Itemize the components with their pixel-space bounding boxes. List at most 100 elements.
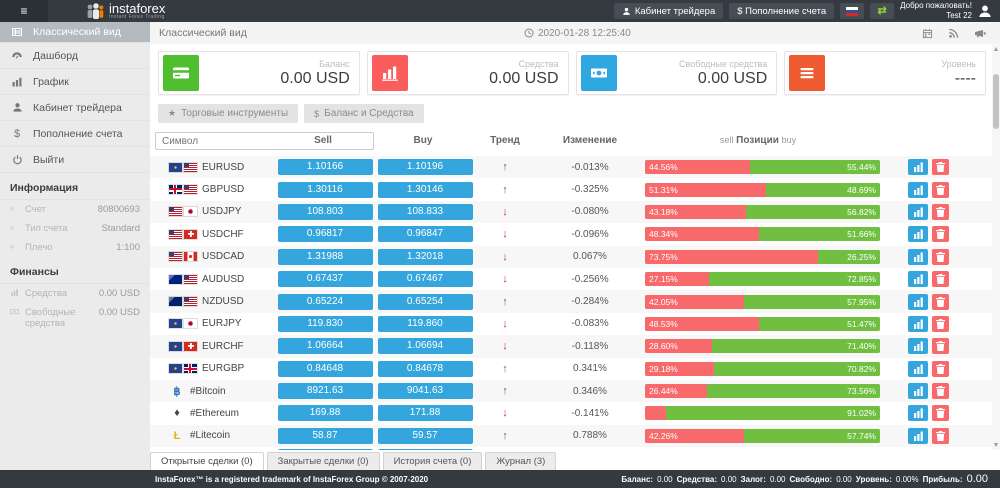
us-flag-icon xyxy=(183,184,198,196)
sell-price-button[interactable]: 119.830 xyxy=(277,315,373,332)
open-chart-button[interactable] xyxy=(908,405,928,422)
menu-toggle-button[interactable]: ≡ xyxy=(0,0,48,22)
buy-price-button[interactable]: 171.88 xyxy=(377,405,473,422)
open-chart-button[interactable] xyxy=(908,203,928,220)
banknote-icon xyxy=(580,55,617,91)
avatar[interactable] xyxy=(978,4,992,18)
scroll-down-arrow[interactable] xyxy=(993,443,998,447)
remove-symbol-button[interactable] xyxy=(932,405,949,422)
buy-price-button[interactable]: 1.30146 xyxy=(377,181,473,198)
sidebar-item-кабинет-трейдера[interactable]: Кабинет трейдера xyxy=(0,95,150,121)
filter-button[interactable]: ★ Торговые инструменты xyxy=(158,104,299,123)
sidebar-item-дашборд[interactable]: Дашборд xyxy=(0,43,150,69)
tab-журнал[interactable]: Журнал (3) xyxy=(485,452,557,470)
open-chart-button[interactable] xyxy=(908,271,928,288)
symbol-filter-input[interactable] xyxy=(155,132,374,150)
scroll-up-arrow[interactable] xyxy=(993,47,998,51)
symbol-cell: USDCHF xyxy=(150,228,275,240)
exchange-button[interactable]: ⇄ xyxy=(870,3,895,19)
sidebar-item-классический-вид[interactable]: Классический вид xyxy=(0,22,150,43)
sell-price-button[interactable] xyxy=(277,448,373,450)
tab-закрытые-сделки[interactable]: Закрытые сделки (0) xyxy=(266,452,380,470)
positions-bar: 91.02% xyxy=(645,406,880,421)
sell-positions-segment: 44.56% xyxy=(645,160,750,175)
remove-symbol-button[interactable] xyxy=(932,338,949,355)
open-chart-button[interactable] xyxy=(908,181,928,198)
symbol-name: NZDUSD xyxy=(202,296,244,308)
scrollbar-thumb[interactable] xyxy=(993,74,999,129)
positions-cell: 48.34% 51.66% xyxy=(645,227,880,242)
filter-label: Баланс и Средства xyxy=(324,108,414,119)
open-chart-button[interactable] xyxy=(908,315,928,332)
remove-symbol-button[interactable] xyxy=(932,293,949,310)
finance-section-header: Финансы xyxy=(0,257,150,284)
sell-price-button[interactable]: 0.96817 xyxy=(277,226,373,243)
info-section-header: Информация xyxy=(0,173,150,200)
symbol-name: EURUSD xyxy=(202,161,245,173)
sell-price-button[interactable]: 108.803 xyxy=(277,203,373,220)
sell-price-button[interactable]: 1.31988 xyxy=(277,248,373,265)
sidebar-item-пополнение-счета[interactable]: $ Пополнение счета xyxy=(0,121,150,147)
sell-price-button[interactable]: 0.84648 xyxy=(277,360,373,377)
remove-symbol-button[interactable] xyxy=(932,226,949,243)
buy-price-button[interactable]: 119.860 xyxy=(377,315,473,332)
symbol-cell: USDCAD xyxy=(150,251,275,263)
sell-price-button[interactable]: 169.88 xyxy=(277,405,373,422)
sell-price-button[interactable]: 0.65224 xyxy=(277,293,373,310)
remove-symbol-button[interactable] xyxy=(932,315,949,332)
open-chart-button[interactable] xyxy=(908,360,928,377)
remove-symbol-button[interactable] xyxy=(932,271,949,288)
positions-cell: 42.05% 57.95% xyxy=(645,294,880,309)
symbol-cell: EURJPY xyxy=(150,318,275,330)
remove-symbol-button[interactable] xyxy=(932,360,949,377)
deposit-button[interactable]: $ Пополнение счета xyxy=(729,3,835,19)
open-chart-button[interactable] xyxy=(908,427,928,444)
sell-price-button[interactable]: 1.06664 xyxy=(277,338,373,355)
sell-price-button[interactable]: 58.87 xyxy=(277,427,373,444)
remove-symbol-button[interactable] xyxy=(932,248,949,265)
open-chart-button[interactable] xyxy=(908,338,928,355)
buy-price-button[interactable]: 1.32018 xyxy=(377,248,473,265)
language-button[interactable] xyxy=(840,3,865,19)
buy-price-button[interactable]: 0.84678 xyxy=(377,360,473,377)
remove-symbol-button[interactable] xyxy=(932,427,949,444)
vertical-scrollbar[interactable] xyxy=(992,44,1000,450)
remove-symbol-button[interactable] xyxy=(932,203,949,220)
buy-price-button[interactable]: 0.96847 xyxy=(377,226,473,243)
buy-price-button[interactable]: 1.06694 xyxy=(377,338,473,355)
table-row: ♦ #Ethereum 169.88 171.88 ↓ -0.141% 91.02% xyxy=(150,402,1000,424)
us-flag-icon xyxy=(168,206,183,218)
buy-price-button[interactable]: 108.833 xyxy=(377,203,473,220)
remove-symbol-button[interactable] xyxy=(932,159,949,176)
sell-price-button[interactable]: 0.67437 xyxy=(277,271,373,288)
open-chart-button[interactable] xyxy=(908,383,928,400)
buy-price-button[interactable]: 0.67467 xyxy=(377,271,473,288)
sell-price-button[interactable]: 1.30116 xyxy=(277,181,373,198)
instaforex-logo-icon xyxy=(87,3,104,19)
summary-label: Залог: xyxy=(740,474,766,484)
sell-price-button[interactable]: 1.10166 xyxy=(277,159,373,176)
sell-price-button[interactable]: 8921.63 xyxy=(277,383,373,400)
filter-buttons: ★ Торговые инструменты $ Баланс и Средства xyxy=(150,101,1000,131)
filter-button[interactable]: $ Баланс и Средства xyxy=(304,104,424,123)
tab-открытые-сделки[interactable]: Открытые сделки (0) xyxy=(150,452,264,470)
open-chart-button[interactable] xyxy=(908,248,928,265)
buy-price-button[interactable]: 9041.63 xyxy=(377,383,473,400)
buy-price-button[interactable]: 0.65254 xyxy=(377,293,473,310)
trader-cabinet-button[interactable]: Кабинет трейдера xyxy=(613,3,724,19)
buy-price-button[interactable] xyxy=(377,448,473,450)
open-chart-button[interactable] xyxy=(908,226,928,243)
megaphone-icon[interactable] xyxy=(974,28,986,39)
calendar-icon[interactable] xyxy=(922,28,933,39)
sidebar-item-график[interactable]: График xyxy=(0,69,150,95)
rss-icon[interactable] xyxy=(948,28,959,39)
tab-история-счета[interactable]: История счета (0) xyxy=(382,452,483,470)
buy-price-button[interactable]: 1.10196 xyxy=(377,159,473,176)
sidebar-item-выйти[interactable]: Выйти xyxy=(0,147,150,173)
remove-symbol-button[interactable] xyxy=(932,181,949,198)
open-chart-button[interactable] xyxy=(908,159,928,176)
remove-symbol-button[interactable] xyxy=(932,383,949,400)
buy-price-button[interactable]: 59.57 xyxy=(377,427,473,444)
open-chart-button[interactable] xyxy=(908,293,928,310)
table-row: EURUSD 1.10166 1.10196 ↑ -0.013% 44.56% 55.44% xyxy=(150,156,1000,179)
